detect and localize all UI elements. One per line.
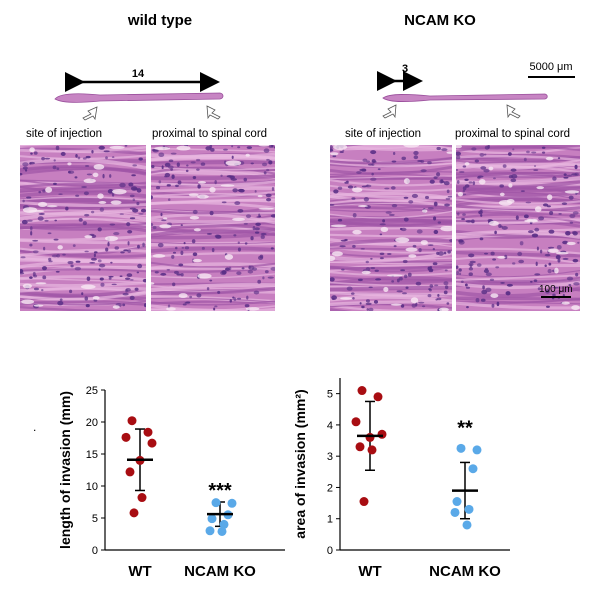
area-y-axis-label: area of invasion (mm²)	[292, 389, 308, 538]
area-x-tick-label: NCAM KO	[429, 563, 501, 580]
area-y-tick-label: 4	[327, 420, 333, 432]
length-significance-label: ***	[208, 480, 232, 502]
area-data-point	[462, 520, 472, 530]
length-x-tick-label: NCAM KO	[184, 563, 256, 580]
wt-proximal-arrow-icon	[206, 105, 221, 120]
area-data-point	[456, 443, 466, 453]
length-data-point	[211, 498, 221, 508]
length-y-axis-label: length of invasion (mm)	[57, 391, 73, 549]
area-significance-label: **	[457, 417, 473, 439]
ko-proximal-label: proximal to spinal cord	[455, 128, 571, 140]
area-data-point	[452, 497, 462, 507]
length-data-point	[127, 416, 137, 426]
length-x-tick-label: WT	[128, 563, 151, 580]
ko-injection-micrograph	[330, 145, 452, 311]
length-y-tick-label: 15	[86, 449, 98, 461]
length-y-tick-label: 20	[86, 417, 98, 429]
length-data-point	[143, 427, 153, 437]
area-data-point	[373, 392, 383, 402]
area-y-tick-label: 3	[327, 451, 333, 463]
wt-proximal-micrograph	[151, 145, 275, 311]
length-data-point	[121, 432, 131, 442]
area-y-tick-label: 2	[327, 482, 333, 494]
wt-site-label: site of injection	[26, 128, 103, 140]
length-data-point	[217, 526, 227, 536]
ko-proximal-micrograph	[456, 145, 580, 311]
length-y-tick-label: 10	[86, 481, 98, 493]
area-data-point	[468, 464, 478, 474]
area-y-tick-label: 5	[327, 389, 333, 401]
ko-nerve-section	[382, 93, 548, 103]
area-data-point	[365, 432, 375, 442]
length-data-point	[147, 438, 157, 448]
nerve-scale-bar-label: 5000 μm	[529, 61, 572, 73]
area-data-point	[377, 429, 387, 439]
wt-nerve-section	[54, 92, 224, 103]
area-x-tick-label: WT	[358, 563, 381, 580]
micro-scale-bar	[541, 296, 571, 298]
area-data-point	[472, 445, 482, 455]
area-data-point	[355, 442, 365, 452]
length-chart: 0 5 10 15 20 25 length of invasion (mm) WT NCAM …	[57, 385, 285, 580]
stray-mark: .	[33, 420, 37, 434]
wt-injection-arrow-icon	[82, 106, 98, 121]
length-y-tick-label: 25	[86, 385, 98, 397]
length-data-point	[129, 508, 139, 518]
micro-scale-bar-label: 100 μm	[539, 284, 573, 295]
wt-proximal-label: proximal to spinal cord	[152, 128, 268, 140]
ko-proximal-arrow-icon	[506, 104, 521, 119]
area-data-point	[464, 504, 474, 514]
length-y-tick-label: 5	[92, 513, 98, 525]
length-data-point	[219, 519, 229, 529]
area-chart: 0 1 2 3 4 5 area of invasion (mm²) WT NCAM KO **	[292, 378, 510, 580]
length-data-point	[137, 493, 147, 503]
area-data-point	[450, 507, 460, 517]
length-data-point	[205, 526, 215, 536]
length-y-tick-label: 0	[92, 545, 98, 557]
wild-type-title: wild type	[127, 12, 193, 29]
area-data-point	[359, 497, 369, 507]
area-y-tick-label: 0	[327, 545, 333, 557]
length-data-point	[227, 498, 237, 508]
length-data-point	[125, 467, 135, 477]
ko-injection-arrow-icon	[382, 104, 397, 119]
length-data-point	[207, 514, 217, 524]
area-data-point	[357, 386, 367, 396]
area-data-point	[367, 445, 377, 455]
wt-length-label: 14	[132, 68, 145, 80]
ko-length-label: 3	[402, 63, 408, 75]
area-data-point	[351, 417, 361, 427]
ncam-ko-title: NCAM KO	[404, 12, 476, 29]
ko-site-label: site of injection	[345, 128, 422, 140]
area-y-tick-label: 1	[327, 514, 333, 526]
wt-injection-micrograph	[20, 145, 146, 311]
nerve-overview-panel: 14 3 5000 μm	[54, 61, 575, 121]
